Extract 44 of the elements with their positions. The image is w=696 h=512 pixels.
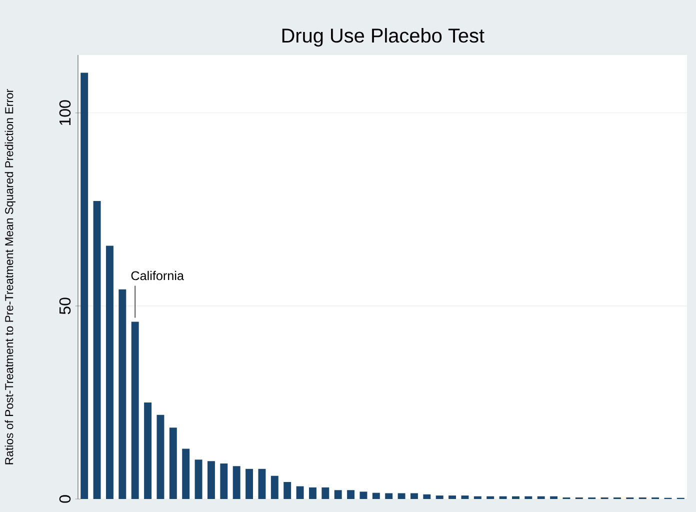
bar (372, 492, 380, 499)
bar (436, 496, 444, 499)
bar (106, 246, 114, 499)
bar (182, 448, 190, 499)
bar (423, 494, 431, 499)
y-axis-title: Ratios of Post-Treatment to Pre-Treatment Mean Squared Prediction Error (4, 89, 16, 464)
bar (524, 496, 532, 499)
bar (296, 486, 304, 499)
bar (308, 487, 316, 499)
bar (360, 492, 368, 499)
bar (347, 490, 355, 499)
bar (499, 496, 507, 499)
bar (80, 72, 88, 499)
annotation: California (131, 270, 184, 280)
bar (118, 289, 126, 499)
y-tick-label: 100 (59, 100, 71, 125)
bar (284, 482, 292, 499)
bar (398, 493, 406, 499)
bar (220, 463, 228, 499)
bar (194, 460, 202, 499)
bar (169, 428, 177, 499)
bar (270, 476, 278, 499)
bar (93, 200, 101, 499)
bar (537, 496, 545, 499)
chart-title: Drug Use Placebo Test (282, 28, 484, 47)
bar (258, 468, 266, 499)
bar (334, 490, 342, 499)
y-tick-label: 50 (59, 298, 71, 314)
bar (246, 468, 254, 499)
bar (131, 322, 139, 499)
bar (512, 496, 520, 499)
bar (232, 466, 240, 499)
bar (207, 461, 215, 499)
bar (461, 496, 469, 499)
bar (322, 487, 330, 499)
bar (156, 414, 164, 499)
bar (550, 496, 558, 499)
y-tick-label: 0 (59, 495, 71, 503)
bar (385, 493, 393, 499)
bar (144, 402, 152, 499)
bar (410, 493, 418, 499)
bar (486, 496, 494, 499)
bar (474, 496, 482, 499)
bar (448, 496, 456, 499)
